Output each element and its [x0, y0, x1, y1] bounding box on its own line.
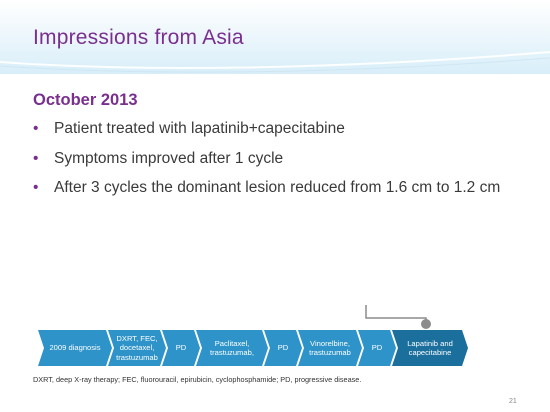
bullet-item: • Symptoms improved after 1 cycle	[33, 149, 523, 169]
bullet-dot-icon: •	[33, 149, 39, 167]
timeline-label: 2009 diagnosis	[49, 343, 101, 353]
timeline-bracket	[365, 305, 427, 323]
timeline-label: Lapatinib and capecitabine	[407, 338, 453, 357]
timeline-marker-icon	[421, 319, 431, 329]
bullet-dot-icon: •	[33, 179, 39, 196]
timeline-label: Vinorelbine, trastuzumab	[309, 338, 351, 357]
slide-title: Impressions from Asia	[33, 26, 244, 49]
bullet-text: Patient treated with lapatinib+capecitab…	[54, 120, 345, 137]
timeline-label: PD	[175, 343, 187, 353]
bullet-list: • Patient treated with lapatinib+capecita…	[33, 119, 523, 208]
page-number: 21	[509, 398, 517, 405]
bullet-text: Symptoms improved after 1 cycle	[54, 149, 284, 167]
slide-subheading: October 2013	[33, 91, 138, 109]
footnote: DXRT, deep X-ray therapy; FEC, fluoroura…	[33, 375, 362, 384]
bullet-dot-icon: •	[33, 120, 39, 137]
bullet-item: • After 3 cycles the dominant lesion redu…	[33, 178, 523, 198]
timeline-label: DXRT, FEC, docetaxel, trastuzumab	[116, 334, 158, 362]
timeline-label: PD	[277, 343, 289, 353]
timeline-label: Paclitaxel, trastuzumab,	[210, 338, 254, 357]
timeline-label: PD	[371, 343, 383, 353]
bullet-text: After 3 cycles the dominant lesion reduc…	[54, 179, 501, 196]
bullet-item: • Patient treated with lapatinib+capecita…	[33, 119, 523, 139]
